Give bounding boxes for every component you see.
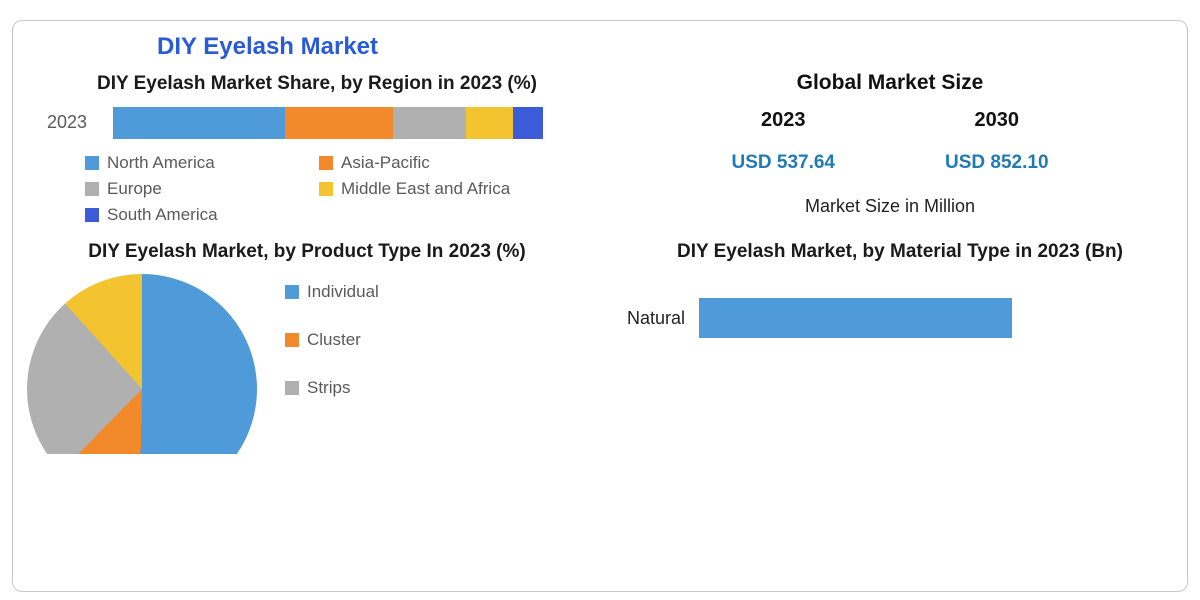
legend-swatch bbox=[85, 156, 99, 170]
legend-swatch bbox=[319, 156, 333, 170]
region-stacked-bar bbox=[113, 107, 543, 139]
legend-label: Individual bbox=[307, 282, 379, 302]
material-bar bbox=[699, 298, 1012, 338]
region-seg-europe bbox=[393, 107, 466, 139]
region-seg-middle-east-and-africa bbox=[466, 107, 513, 139]
market-size-heading: Global Market Size bbox=[627, 71, 1153, 95]
chart-grid: DIY Eyelash Market Share, by Region in 2… bbox=[27, 71, 1173, 454]
region-year-label: 2023 bbox=[47, 112, 95, 133]
legend-item: Cluster bbox=[285, 330, 379, 350]
material-category-label: Natural bbox=[627, 308, 685, 329]
pie-container bbox=[27, 274, 257, 454]
market-size-value-1: USD 852.10 bbox=[945, 152, 1049, 174]
legend-item: South America bbox=[85, 205, 295, 225]
legend-item: Asia-Pacific bbox=[319, 153, 529, 173]
legend-item: Middle East and Africa bbox=[319, 179, 529, 199]
region-seg-asia-pacific bbox=[285, 107, 393, 139]
legend-label: South America bbox=[107, 205, 218, 225]
region-share-chart: DIY Eyelash Market Share, by Region in 2… bbox=[27, 71, 587, 225]
legend-item: Europe bbox=[85, 179, 295, 199]
market-size-year-1: 2030 bbox=[945, 109, 1049, 132]
region-legend: North America Asia-Pacific Europe Middle Ea… bbox=[85, 153, 587, 225]
legend-item: Strips bbox=[285, 378, 379, 398]
legend-swatch bbox=[85, 208, 99, 222]
legend-label: Europe bbox=[107, 179, 162, 199]
legend-label: Middle East and Africa bbox=[341, 179, 510, 199]
legend-label: North America bbox=[107, 153, 215, 173]
legend-label: Asia-Pacific bbox=[341, 153, 430, 173]
market-size-columns: 2023 USD 537.64 2030 USD 852.10 bbox=[627, 109, 1153, 174]
market-size-col-2030: 2030 USD 852.10 bbox=[945, 109, 1049, 174]
product-chart-row: Individual Cluster Strips bbox=[27, 274, 587, 454]
legend-swatch bbox=[285, 333, 299, 347]
product-chart-title: DIY Eyelash Market, by Product Type In 2… bbox=[27, 239, 587, 265]
legend-item: North America bbox=[85, 153, 295, 173]
legend-label: Strips bbox=[307, 378, 350, 398]
legend-swatch bbox=[85, 182, 99, 196]
market-size-note: Market Size in Million bbox=[627, 196, 1153, 217]
region-bar-row: 2023 bbox=[47, 107, 587, 139]
legend-label: Cluster bbox=[307, 330, 361, 350]
region-seg-north-america bbox=[113, 107, 285, 139]
product-legend: Individual Cluster Strips bbox=[285, 274, 379, 398]
region-chart-title: DIY Eyelash Market Share, by Region in 2… bbox=[47, 71, 587, 97]
market-size-year-0: 2023 bbox=[731, 109, 835, 132]
chart-frame: DIY Eyelash Market DIY Eyelash Market Sh… bbox=[12, 20, 1188, 592]
legend-item: Individual bbox=[285, 282, 379, 302]
legend-swatch bbox=[285, 381, 299, 395]
material-bar-row: Natural bbox=[627, 298, 1173, 338]
region-seg-south-america bbox=[513, 107, 543, 139]
market-size-value-0: USD 537.64 bbox=[731, 152, 835, 174]
market-size-col-2023: 2023 USD 537.64 bbox=[731, 109, 835, 174]
product-pie bbox=[27, 274, 257, 454]
market-size-panel: Global Market Size 2023 USD 537.64 2030 … bbox=[627, 71, 1173, 225]
legend-swatch bbox=[319, 182, 333, 196]
page-title: DIY Eyelash Market bbox=[157, 33, 1173, 61]
legend-swatch bbox=[285, 285, 299, 299]
material-type-chart: DIY Eyelash Market, by Material Type in … bbox=[627, 239, 1173, 455]
product-type-chart: DIY Eyelash Market, by Product Type In 2… bbox=[27, 239, 587, 455]
material-chart-title: DIY Eyelash Market, by Material Type in … bbox=[627, 239, 1173, 265]
